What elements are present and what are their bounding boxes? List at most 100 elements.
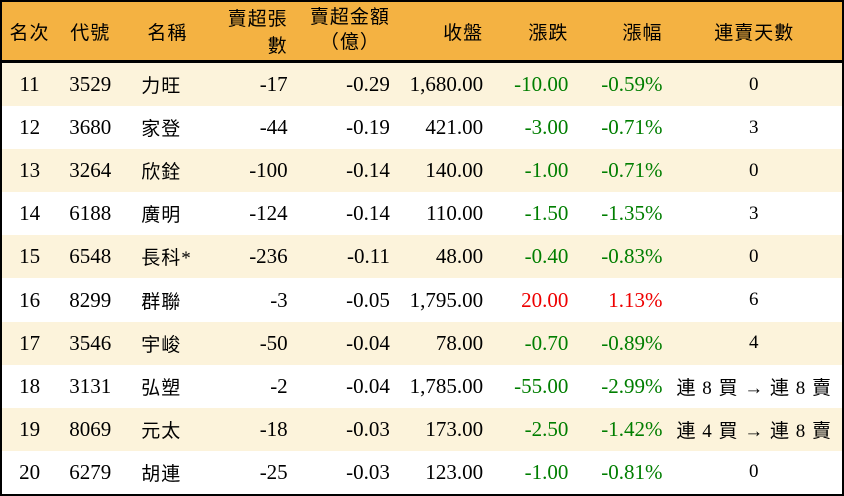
cell-close: 1,785.00: [409, 373, 484, 398]
cell-change-pct: -2.99%: [601, 373, 663, 398]
cell-sell-volume: -25: [259, 459, 288, 484]
cell-sell-amount: -0.29: [299, 61, 400, 107]
cell-change-pct: -1.35%: [601, 201, 663, 226]
cell-streak: 0: [666, 235, 843, 279]
cell-sell-volume: -3: [270, 287, 288, 312]
sell-amount-header-lines: 賣超金額 （億）: [310, 6, 390, 55]
table-row: 12 3680 家登 -44 -0.19 421.00 -3.00 -0.71%…: [1, 106, 843, 149]
cell-change: -1.50: [524, 201, 569, 226]
cell-close: 78.00: [399, 321, 489, 365]
table-row: 17 3546 宇峻 -50 -0.04 78.00 -0.70 -0.89% …: [1, 321, 843, 365]
cell-code: 6188: [69, 201, 112, 226]
col-header-rank: 名次: [1, 1, 58, 63]
cell-streak: 3: [749, 116, 760, 138]
cell-rank: 20: [19, 459, 41, 484]
cell-code: 8069: [57, 407, 124, 451]
cell-sell-volume: -124: [249, 201, 288, 226]
col-header-sell-amount: 賣超金額 （億）: [299, 1, 400, 63]
cell-sell-amount: -0.04: [299, 321, 400, 365]
cell-sell-amount: -0.03: [346, 459, 390, 484]
cell-sell-amount: -0.14: [346, 201, 390, 226]
cell-name: 宇峻: [123, 321, 212, 365]
cell-rank: 17: [1, 321, 58, 365]
table-header: 名次 代號 名稱 賣超張數 賣超金額 （億） 收盤 漲跌 漲幅 連賣天數: [1, 1, 843, 63]
cell-sell-volume: -100: [211, 149, 300, 193]
table-row: 14 6188 廣明 -124 -0.14 110.00 -1.50 -1.35…: [1, 192, 843, 235]
table-row: 16 8299 群聯 -3 -0.05 1,795.00 20.00 1.13%…: [1, 278, 843, 321]
cell-code: 3131: [69, 373, 112, 398]
cell-name: 弘塑: [141, 377, 182, 399]
cell-close: 140.00: [399, 149, 489, 193]
cell-change-pct: -0.59%: [574, 61, 667, 107]
table-row: 15 6548 長科* -236 -0.11 48.00 -0.40 -0.83…: [1, 235, 843, 279]
cell-sell-volume: -17: [211, 61, 300, 107]
cell-change: -10.00: [488, 61, 575, 107]
cell-code: 3529: [57, 61, 124, 107]
cell-change-pct: 1.13%: [608, 287, 663, 312]
cell-change-pct: -0.71%: [574, 149, 667, 193]
table-row: 13 3264 欣銓 -100 -0.14 140.00 -1.00 -0.71…: [1, 149, 843, 193]
col-header-name: 名稱: [123, 1, 212, 63]
cell-sell-amount: -0.11: [299, 235, 400, 279]
cell-sell-amount: -0.05: [346, 287, 390, 312]
cell-sell-amount: -0.04: [346, 373, 390, 398]
cell-code: 8299: [69, 287, 112, 312]
cell-name: 廣明: [141, 205, 182, 227]
cell-code: 3680: [69, 115, 112, 140]
cell-change: -55.00: [514, 373, 569, 398]
cell-close: 421.00: [425, 115, 484, 140]
cell-change-pct: -0.81%: [601, 459, 663, 484]
cell-streak: 0: [749, 461, 760, 483]
header-row: 名次 代號 名稱 賣超張數 賣超金額 （億） 收盤 漲跌 漲幅 連賣天數: [1, 1, 843, 63]
table-row: 18 3131 弘塑 -2 -0.04 1,785.00 -55.00 -2.9…: [1, 365, 843, 408]
cell-name: 元太: [123, 407, 212, 451]
cell-streak: 6: [749, 289, 760, 311]
cell-streak: 連 8 買 → 連 8 賣: [676, 377, 833, 399]
cell-rank: 16: [19, 287, 41, 312]
col-header-change-pct: 漲幅: [574, 1, 667, 63]
sell-amount-header-line1: 賣超金額: [309, 7, 390, 29]
table-body: 11 3529 力旺 -17 -0.29 1,680.00 -10.00 -0.…: [1, 61, 843, 496]
cell-change: -3.00: [524, 115, 569, 140]
cell-change: -0.70: [488, 321, 575, 365]
table-row: 11 3529 力旺 -17 -0.29 1,680.00 -10.00 -0.…: [1, 61, 843, 107]
col-header-close: 收盤: [399, 1, 489, 63]
cell-rank: 14: [19, 201, 41, 226]
cell-streak: 0: [666, 149, 843, 193]
cell-change: 20.00: [521, 287, 569, 312]
cell-streak: 0: [666, 61, 843, 107]
cell-rank: 11: [1, 61, 58, 107]
cell-name: 家登: [141, 119, 182, 141]
col-header-sell-volume: 賣超張數: [211, 1, 300, 63]
cell-close: 123.00: [425, 459, 484, 484]
cell-close: 110.00: [426, 201, 484, 226]
cell-code: 6548: [57, 235, 124, 279]
cell-rank: 18: [19, 373, 41, 398]
cell-sell-amount: -0.19: [346, 115, 390, 140]
cell-streak: 連 4 買 → 連 8 賣: [666, 407, 843, 451]
cell-rank: 12: [19, 115, 41, 140]
cell-code: 6279: [69, 459, 112, 484]
table-row: 19 8069 元太 -18 -0.03 173.00 -2.50 -1.42%…: [1, 407, 843, 451]
cell-rank: 15: [1, 235, 58, 279]
cell-name: 欣銓: [123, 149, 212, 193]
cell-close: 173.00: [399, 407, 489, 451]
cell-change: -0.40: [488, 235, 575, 279]
cell-rank: 19: [1, 407, 58, 451]
table-row: 20 6279 胡連 -25 -0.03 123.00 -1.00 -0.81%…: [1, 451, 843, 495]
cell-code: 3264: [57, 149, 124, 193]
cell-close: 1,795.00: [409, 287, 484, 312]
cell-streak: 3: [749, 202, 760, 224]
cell-sell-volume: -18: [211, 407, 300, 451]
col-header-code: 代號: [57, 1, 124, 63]
cell-sell-volume: -2: [270, 373, 288, 398]
cell-change-pct: -0.89%: [574, 321, 667, 365]
cell-name: 群聯: [141, 291, 182, 313]
cell-sell-amount: -0.03: [299, 407, 400, 451]
cell-close: 1,680.00: [399, 61, 489, 107]
cell-sell-volume: -44: [259, 115, 288, 140]
cell-change: -1.00: [488, 149, 575, 193]
cell-code: 3546: [57, 321, 124, 365]
cell-sell-amount: -0.14: [299, 149, 400, 193]
